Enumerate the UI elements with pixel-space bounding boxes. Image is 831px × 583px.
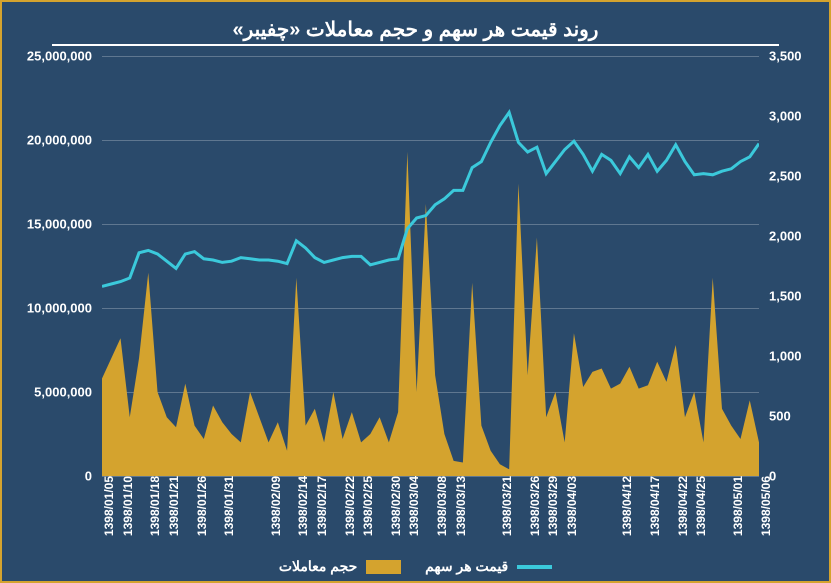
- x-tick: 1398/01/10: [121, 476, 135, 536]
- y-tick-left: 20,000,000: [27, 133, 92, 148]
- legend-item-price: قیمت هر سهم: [425, 558, 552, 575]
- x-tick: 1398/02/25: [361, 476, 375, 536]
- legend: قیمت هر سهم حجم معاملات: [12, 556, 819, 575]
- x-tick: 1398/01/21: [167, 476, 181, 536]
- x-tick: 1398/04/03: [565, 476, 579, 536]
- x-tick: 1398/01/18: [148, 476, 162, 536]
- chart-title: روند قیمت هر سهم و حجم معاملات «چفیبر»: [12, 17, 819, 42]
- plot-area: 05,000,00010,000,00015,000,00020,000,000…: [102, 56, 759, 476]
- plot-svg: [102, 56, 759, 476]
- x-tick: 1398/02/17: [315, 476, 329, 536]
- y-tick-left: 0: [85, 469, 92, 484]
- legend-price-label: قیمت هر سهم: [425, 558, 508, 574]
- legend-block-swatch: [366, 560, 401, 574]
- x-tick: 1398/04/17: [648, 476, 662, 536]
- x-tick: 1398/02/14: [296, 476, 310, 536]
- y-tick-left: 10,000,000: [27, 301, 92, 316]
- legend-item-volume: حجم معاملات: [279, 558, 401, 575]
- x-tick: 1398/05/06: [759, 476, 773, 536]
- y-tick-right: 2,000: [769, 229, 802, 244]
- x-tick: 1398/04/22: [676, 476, 690, 536]
- x-axis: 1398/01/05 1398/01/10 1398/01/18 1398/01/21…: [102, 476, 759, 556]
- y-tick-right: 1,500: [769, 289, 802, 304]
- y-tick-right: 2,500: [769, 169, 802, 184]
- x-tick: 1398/05/01: [731, 476, 745, 536]
- y-tick-right: 500: [769, 409, 791, 424]
- legend-line-swatch: [517, 565, 552, 569]
- legend-volume-label: حجم معاملات: [279, 558, 357, 574]
- x-tick: 1398/03/29: [546, 476, 560, 536]
- y-tick-right: 1,000: [769, 349, 802, 364]
- x-tick: 1398/03/04: [407, 476, 421, 536]
- x-tick: 1398/02/22: [343, 476, 357, 536]
- y-tick-left: 15,000,000: [27, 217, 92, 232]
- chart-container: روند قیمت هر سهم و حجم معاملات «چفیبر» 0…: [2, 2, 829, 581]
- y-axis-right: 05001,0001,5002,0002,5003,0003,500: [764, 56, 814, 476]
- y-tick-left: 5,000,000: [34, 385, 92, 400]
- x-tick: 1398/03/26: [528, 476, 542, 536]
- y-tick-right: 3,500: [769, 49, 802, 64]
- price-line: [102, 112, 759, 286]
- volume-area: [102, 152, 759, 476]
- x-tick: 1398/04/12: [620, 476, 634, 536]
- y-axis-left: 05,000,00010,000,00015,000,00020,000,000…: [12, 56, 97, 476]
- x-tick: 1398/01/31: [222, 476, 236, 536]
- x-tick: 1398/01/05: [102, 476, 116, 536]
- x-tick: 1398/02/09: [269, 476, 283, 536]
- x-tick: 1398/04/25: [694, 476, 708, 536]
- title-underline: [52, 44, 778, 46]
- x-tick: 1398/02/30: [389, 476, 403, 536]
- y-tick-left: 25,000,000: [27, 49, 92, 64]
- x-tick: 1398/03/21: [500, 476, 514, 536]
- y-tick-right: 3,000: [769, 109, 802, 124]
- x-tick: 1398/01/26: [195, 476, 209, 536]
- x-tick: 1398/03/13: [454, 476, 468, 536]
- x-tick: 1398/03/08: [435, 476, 449, 536]
